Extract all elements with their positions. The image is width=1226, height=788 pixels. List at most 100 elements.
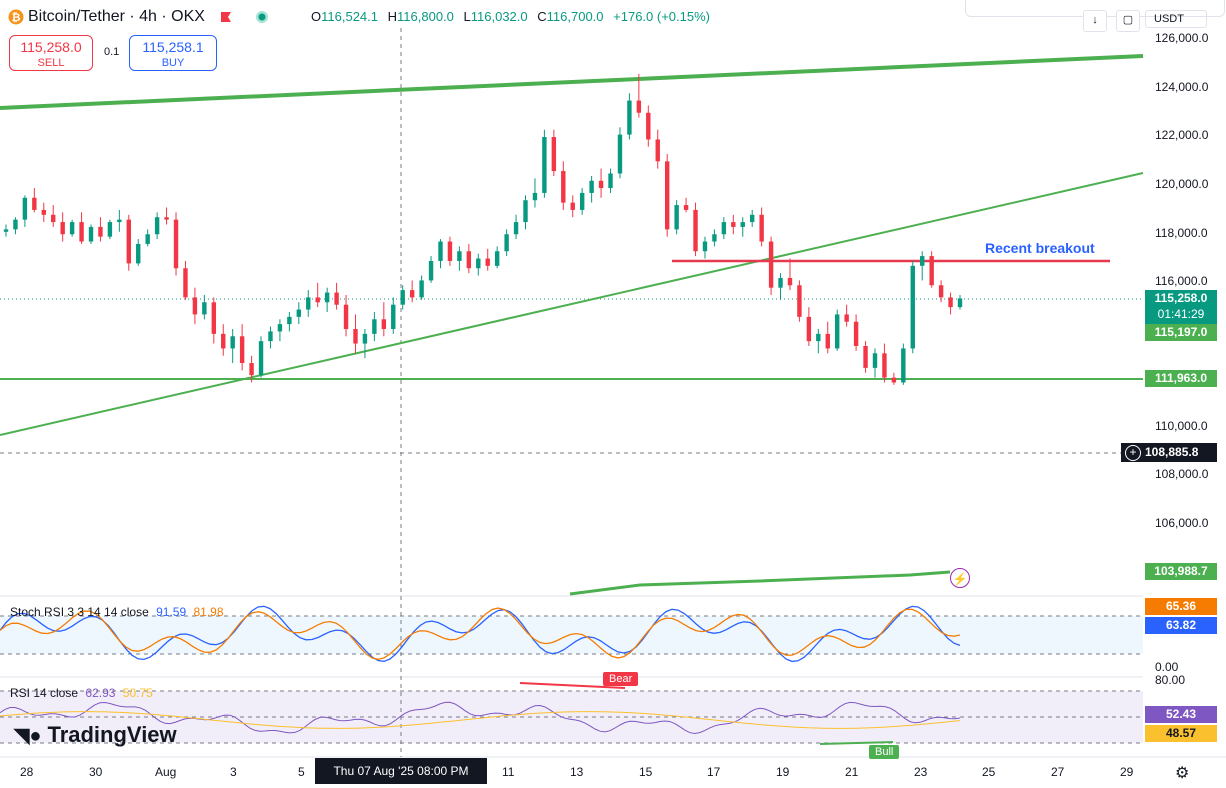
time-axis-label: 15 [639, 765, 653, 779]
candle-body [825, 333, 830, 349]
candle-body [419, 280, 424, 298]
currency-selector[interactable]: USDT [1145, 10, 1207, 28]
lower-level-line [569, 570, 951, 596]
candle-body [778, 277, 783, 288]
candle-body [22, 197, 28, 220]
candle-body [523, 200, 528, 223]
lock-icon[interactable]: ▢ [1116, 10, 1140, 32]
candle-body [938, 285, 944, 298]
candle-body [88, 226, 94, 242]
arrow-down-icon[interactable]: ↓ [1083, 10, 1107, 32]
candle-body [362, 333, 368, 344]
candle-body [466, 251, 472, 269]
tradingview-mark-icon: ◥● [14, 724, 42, 747]
candle-body [32, 197, 37, 210]
tradingview-logo[interactable]: ◥● TradingView [14, 722, 177, 747]
change-value: +176.0 (+0.15%) [613, 9, 710, 24]
crosshair-time-tag: Thu 07 Aug '25 08:00 PM [315, 758, 487, 784]
svg-text:₿: ₿ [12, 12, 21, 24]
price-axis-label: 118,000.0 [1155, 226, 1208, 240]
candle-body [334, 292, 339, 305]
candle-body [476, 258, 481, 269]
bear-divergence-badge: Bear [603, 672, 639, 686]
candle-body [183, 268, 188, 298]
bear-divergence-line [519, 682, 626, 689]
candle-body [844, 314, 849, 322]
price-axis-label: 124,000.0 [1155, 80, 1209, 94]
candle-body [920, 256, 925, 266]
candle-body [173, 219, 179, 269]
bitcoin-icon: ₿ [8, 9, 24, 25]
candle-body [145, 234, 150, 244]
candle-body [69, 222, 75, 235]
candle-body [731, 222, 736, 227]
price-axis-label: 110,000.0 [1155, 419, 1208, 433]
stoch-d-tag: 65.36 [1145, 598, 1217, 615]
candle-body [221, 333, 226, 349]
price-axis-label: 122,000.0 [1155, 128, 1209, 142]
current-price-tag: 115,258.0 01:41:29 [1145, 290, 1217, 324]
candle-body [787, 277, 793, 286]
candle-body [296, 309, 302, 317]
stoch-axis-label: 0.00 [1155, 660, 1179, 674]
candle-body [230, 336, 235, 349]
candle-body [608, 173, 613, 189]
candle-body [664, 161, 670, 230]
candle-body [391, 304, 396, 329]
level-tag: 115,197.0 [1145, 324, 1217, 341]
rsi-ma-tag: 48.57 [1145, 725, 1217, 742]
candle-body [136, 243, 141, 264]
candle-body [13, 219, 18, 230]
candle-body [457, 251, 462, 261]
upper-channel-line [0, 54, 1144, 110]
time-axis-label: 19 [776, 765, 790, 779]
rsi-legend[interactable]: RSI 14 close 62.93 50.75 [10, 686, 153, 700]
symbol-header[interactable]: ₿ Bitcoin/Tether · 4h · OKX [8, 6, 269, 28]
stoch-rsi-legend[interactable]: Stoch RSI 3 3 14 14 close 91.59 81.98 [10, 605, 224, 619]
candle-body [683, 205, 689, 210]
candle-body [872, 353, 878, 368]
candle-body [816, 333, 821, 342]
candle-body [797, 285, 802, 317]
candle-body [504, 234, 509, 252]
recent-breakout-label[interactable]: Recent breakout [985, 240, 1095, 256]
time-axis-label: 27 [1051, 765, 1065, 779]
price-axis-label: 106,000.0 [1155, 516, 1209, 530]
candle-body [693, 209, 698, 252]
time-axis-label: 11 [502, 765, 515, 779]
gear-icon[interactable]: ⚙ [1175, 765, 1190, 782]
candle-body [835, 314, 840, 349]
candle-body [287, 316, 292, 325]
candle-body [79, 222, 84, 242]
time-axis-label: 17 [707, 765, 721, 779]
candle-body [674, 205, 679, 230]
flash-icon[interactable]: ⚡ [950, 568, 970, 588]
crosshair-price-tag[interactable]: +108,885.8 [1121, 443, 1217, 462]
time-axis-label: 5 [298, 765, 305, 779]
candle-body [749, 214, 755, 223]
stoch-d-line [0, 607, 961, 660]
candle-body [485, 258, 490, 266]
candle-body [853, 321, 859, 347]
time-axis-label: Aug [155, 765, 177, 779]
stoch-k-tag: 63.82 [1145, 617, 1217, 634]
candle-body [428, 260, 434, 281]
candle-body [438, 241, 443, 261]
symbol-title: Bitcoin/Tether · 4h · OKX [28, 8, 205, 25]
bull-divergence-line [819, 741, 894, 745]
time-axis-label: 30 [89, 765, 103, 779]
candle-body [551, 137, 557, 172]
market-status-icon[interactable] [255, 10, 269, 24]
flag-icon[interactable] [219, 10, 233, 24]
rsi-ma-line [0, 711, 961, 729]
rsi-tag: 52.43 [1145, 706, 1217, 723]
level-tag: 111,963.0 [1145, 370, 1217, 387]
buy-button[interactable]: 115,258.1 BUY [129, 35, 217, 71]
price-axis-label: 116,000.0 [1155, 274, 1208, 288]
sell-button[interactable]: 115,258.0 SELL [9, 35, 93, 71]
candle-body [41, 209, 46, 215]
candle-body [759, 214, 764, 242]
candle-body [343, 304, 349, 329]
candle-body [381, 319, 387, 329]
